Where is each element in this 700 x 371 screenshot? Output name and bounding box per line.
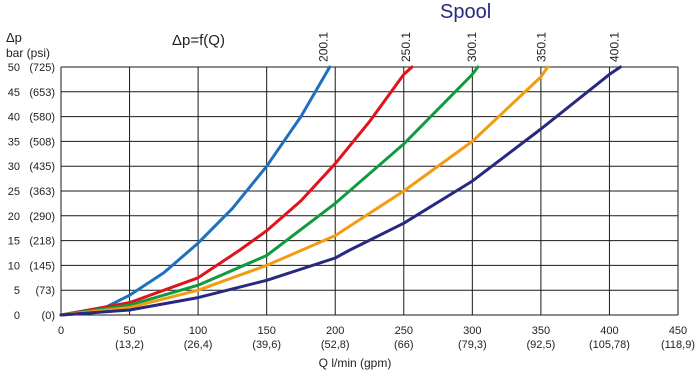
x-tick-label: 100 bbox=[189, 325, 207, 337]
y-tick-sublabel: (435) bbox=[29, 161, 55, 173]
x-tick-label: 350 bbox=[532, 325, 550, 337]
chart-title: Δp=f(Q) bbox=[172, 32, 225, 49]
x-tick-label: 250 bbox=[395, 325, 413, 337]
y-tick-sublabel: (73) bbox=[35, 285, 55, 297]
y-tick-sublabel: (145) bbox=[29, 260, 55, 272]
y-tick-sublabel: (363) bbox=[29, 186, 55, 198]
x-tick-label: 0 bbox=[58, 325, 64, 337]
y-tick-label: 25 bbox=[8, 186, 20, 198]
x-tick-sublabel: (52,8) bbox=[321, 339, 350, 351]
y-axis-label-line-1: Δp bbox=[6, 30, 22, 45]
y-tick-label: 20 bbox=[8, 211, 20, 223]
x-tick-label: 200 bbox=[326, 325, 344, 337]
series-label-300.1: 300.1 bbox=[465, 32, 479, 62]
series-line-250.1 bbox=[59, 65, 414, 317]
y-tick-sublabel: (653) bbox=[29, 87, 55, 99]
series-line-300.1 bbox=[59, 65, 480, 317]
x-tick-label: 400 bbox=[600, 325, 618, 337]
x-tick-sublabel: (66) bbox=[394, 339, 414, 351]
x-tick-sublabel: (118,9) bbox=[661, 339, 695, 351]
y-tick-sublabel: (580) bbox=[29, 112, 55, 124]
series-line-350.1 bbox=[59, 65, 550, 317]
series-line-400.1 bbox=[59, 65, 622, 317]
x-tick-label: 150 bbox=[257, 325, 275, 337]
x-tick-label: 50 bbox=[123, 325, 135, 337]
x-tick-sublabel: (92,5) bbox=[527, 339, 556, 351]
x-tick-label: 450 bbox=[669, 325, 687, 337]
x-tick-sublabel: (26,4) bbox=[184, 339, 213, 351]
y-tick-sublabel: (725) bbox=[29, 62, 55, 74]
y-tick-sublabel: (0) bbox=[42, 310, 55, 322]
series-label-350.1: 350.1 bbox=[535, 32, 549, 62]
y-tick-label: 45 bbox=[8, 87, 20, 99]
section-title: Spool bbox=[440, 1, 491, 23]
x-tick-label: 300 bbox=[463, 325, 481, 337]
x-tick-sublabel: (79,3) bbox=[458, 339, 487, 351]
x-tick-sublabel: (105,78) bbox=[589, 339, 630, 351]
y-tick-sublabel: (508) bbox=[29, 136, 55, 148]
y-tick-label: 35 bbox=[8, 136, 20, 148]
y-tick-label: 30 bbox=[8, 161, 20, 173]
grid bbox=[60, 66, 679, 316]
y-tick-sublabel: (218) bbox=[29, 236, 55, 248]
y-tick-sublabel: (290) bbox=[29, 211, 55, 223]
x-axis-label: Q l/min (gpm) bbox=[319, 356, 392, 370]
y-tick-label: 5 bbox=[14, 285, 20, 297]
series-labels: 200.1 250.1 300.1 350.1 400.1 bbox=[317, 32, 622, 62]
y-tick-label: 15 bbox=[8, 236, 20, 248]
x-tick-sublabel: (13,2) bbox=[115, 339, 144, 351]
y-tick-label: 10 bbox=[8, 260, 20, 272]
series-label-400.1: 400.1 bbox=[607, 32, 621, 62]
series-label-200.1: 200.1 bbox=[317, 32, 331, 62]
y-tick-label: 40 bbox=[8, 112, 20, 124]
series-label-250.1: 250.1 bbox=[399, 32, 413, 62]
y-axis-label-line-2: bar (psi) bbox=[6, 46, 50, 60]
y-tick-label: 0 bbox=[14, 310, 20, 322]
tick-labels: 0 (0)5 (73)10 (145)15 (218)20 (290)25 (363)30(… bbox=[8, 62, 695, 351]
y-tick-label: 50 bbox=[8, 62, 20, 74]
series-lines bbox=[59, 65, 622, 317]
x-tick-sublabel: (39,6) bbox=[252, 339, 281, 351]
